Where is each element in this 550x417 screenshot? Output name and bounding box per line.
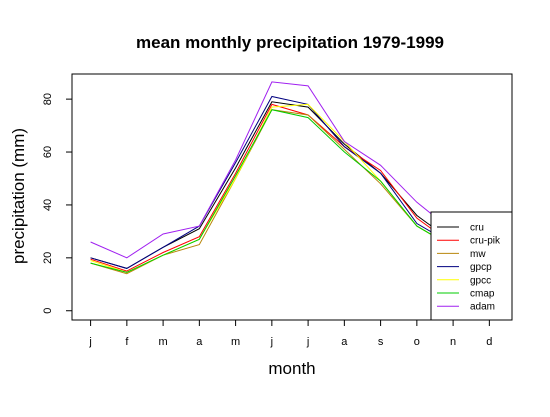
y-tick-label: 0 [42, 308, 54, 314]
plot-frame [71, 73, 513, 321]
legend-label-mw: mw [470, 249, 486, 260]
series-line-gpcc [90, 103, 490, 273]
series-line-gpcp [90, 95, 490, 269]
chart-title: mean monthly precipitation 1979-1999 [136, 33, 444, 52]
x-tick-label: j [270, 336, 273, 348]
legend-label-gpcp: gpcp [470, 262, 492, 273]
x-tick-label: s [378, 336, 384, 348]
x-tick-label: j [88, 336, 91, 348]
legend-label-gpcc: gpcc [470, 275, 491, 286]
y-tick-label: 80 [42, 93, 54, 105]
x-tick-label: m [159, 336, 168, 348]
legend: cru cru-pik mw gpcp gpcc cmap adam [430, 211, 513, 321]
y-axis-label: precipitation (mm) [9, 128, 28, 264]
y-tick-label: 40 [42, 199, 54, 211]
legend-label-cru: cru [470, 223, 484, 234]
x-tick-label: d [486, 336, 492, 348]
series-line-cru [90, 101, 490, 269]
x-tick-label: o [414, 336, 420, 348]
legend-label-cmap: cmap [470, 289, 495, 300]
x-tick-label: a [196, 336, 203, 348]
x-axis-label: month [268, 359, 315, 378]
x-tick-label: f [125, 336, 129, 348]
y-tick-label: 20 [42, 252, 54, 264]
series-lines [90, 81, 490, 275]
y-tick-label: 60 [42, 146, 54, 158]
x-tick-label: m [231, 336, 240, 348]
legend-label-cru-pik: cru-pik [470, 236, 501, 247]
x-tick-label: n [450, 336, 456, 348]
x-tick-label: a [341, 336, 348, 348]
legend-label-adam: adam [470, 302, 495, 313]
series-line-mw [90, 109, 490, 275]
x-tick-label: j [306, 336, 309, 348]
legend-box [430, 211, 513, 321]
series-line-cru-pik [90, 103, 490, 272]
series-line-cmap [90, 109, 490, 273]
y-axis: 0 20 40 60 80 [42, 93, 72, 314]
series-line-adam [90, 81, 490, 259]
